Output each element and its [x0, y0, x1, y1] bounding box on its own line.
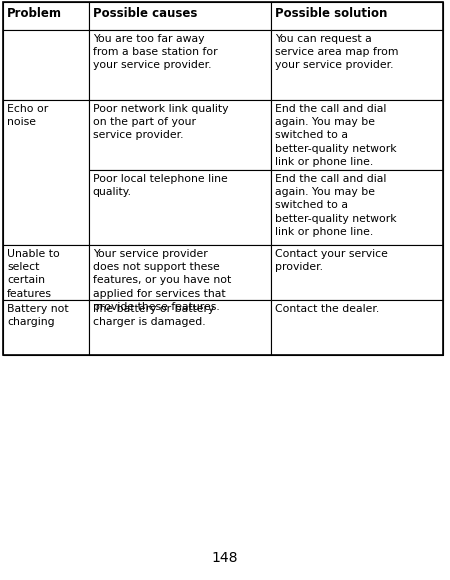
Text: The battery or battery
charger is damaged.: The battery or battery charger is damage… — [93, 304, 214, 327]
Bar — [89, 100, 271, 170]
Text: Echo or
noise: Echo or noise — [7, 104, 48, 127]
Bar — [3, 2, 89, 30]
Bar — [89, 300, 271, 355]
Text: End the call and dial
again. You may be
switched to a
better-quality network
lin: End the call and dial again. You may be … — [275, 104, 397, 167]
Text: Poor local telephone line
quality.: Poor local telephone line quality. — [93, 174, 228, 197]
Text: Contact the dealer.: Contact the dealer. — [275, 304, 380, 314]
Bar — [89, 2, 271, 30]
Bar — [89, 245, 271, 300]
Text: Possible solution: Possible solution — [275, 7, 388, 20]
Bar — [3, 300, 89, 355]
Text: Battery not
charging: Battery not charging — [7, 304, 68, 327]
Bar — [271, 100, 443, 170]
Text: Contact your service
provider.: Contact your service provider. — [275, 249, 388, 272]
Bar — [89, 170, 271, 245]
Bar — [271, 170, 443, 245]
Text: You can request a
service area map from
your service provider.: You can request a service area map from … — [275, 34, 399, 70]
Text: Poor network link quality
on the part of your
service provider.: Poor network link quality on the part of… — [93, 104, 228, 140]
Bar — [271, 245, 443, 300]
Bar — [271, 30, 443, 100]
Bar — [3, 100, 89, 245]
Text: Your service provider
does not support these
features, or you have not
applied f: Your service provider does not support t… — [93, 249, 231, 312]
Bar — [3, 245, 89, 300]
Text: You are too far away
from a base station for
your service provider.: You are too far away from a base station… — [93, 34, 217, 70]
Bar — [89, 30, 271, 100]
Bar — [271, 2, 443, 30]
Text: Possible causes: Possible causes — [93, 7, 197, 20]
Bar — [271, 300, 443, 355]
Bar — [3, 30, 89, 100]
Text: Problem: Problem — [7, 7, 62, 20]
Text: Unable to
select
certain
features: Unable to select certain features — [7, 249, 60, 299]
Text: End the call and dial
again. You may be
switched to a
better-quality network
lin: End the call and dial again. You may be … — [275, 174, 397, 237]
Bar — [3, 2, 443, 355]
Text: 148: 148 — [212, 551, 238, 565]
